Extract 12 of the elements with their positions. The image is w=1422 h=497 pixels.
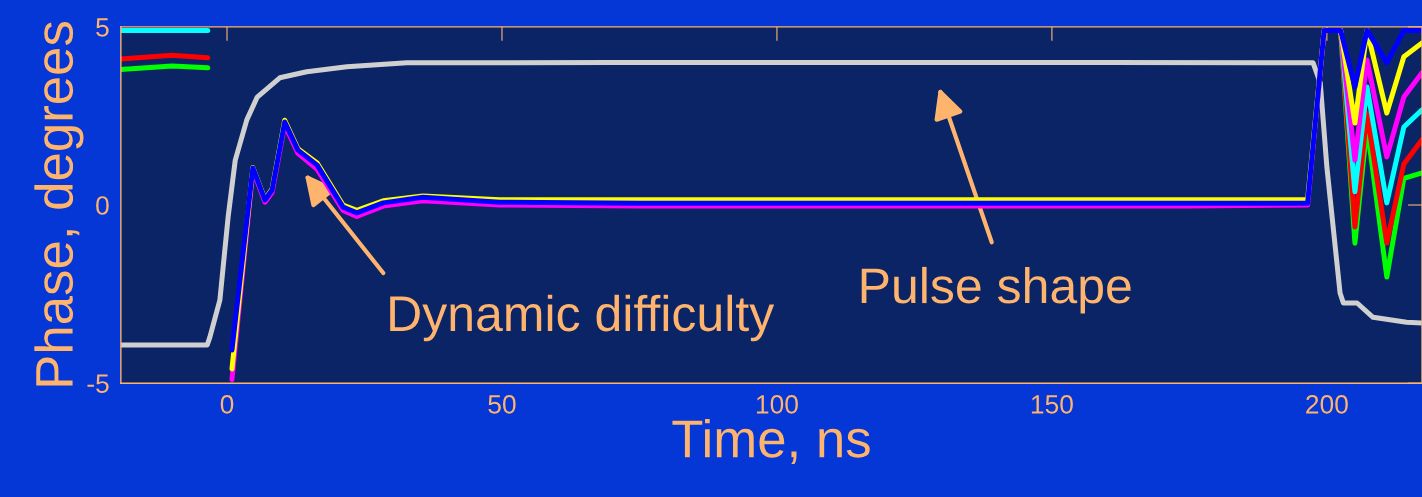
annotation: Pulse shape	[861, 266, 1131, 314]
y-tick-label: 5	[96, 18, 109, 37]
annotation: Dynamic difficulty	[390, 294, 775, 342]
y-tick-label: 0	[96, 196, 109, 215]
x-tick-label: 50	[488, 394, 516, 414]
x-tick-label: 200	[1306, 394, 1348, 414]
y-tick-label: -5	[87, 374, 109, 394]
x-tick-label: 0	[220, 394, 234, 414]
x-tick-label: 100	[756, 394, 798, 414]
x-tick-label: 150	[1031, 394, 1073, 414]
y-axis-title: Phase, degrees	[34, 22, 84, 386]
x-axis-title: Time, ns	[672, 418, 870, 464]
